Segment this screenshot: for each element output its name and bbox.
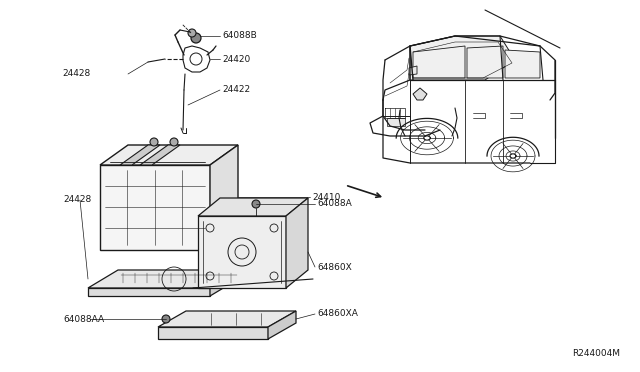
Text: 24410: 24410 [312,192,340,202]
Polygon shape [413,46,465,78]
Polygon shape [158,311,296,327]
Text: 24428: 24428 [62,70,90,78]
Text: 24420: 24420 [222,55,250,64]
Polygon shape [88,270,240,288]
Polygon shape [100,145,238,165]
Text: 64088B: 64088B [222,32,257,41]
Text: R244004M: R244004M [572,349,620,358]
Polygon shape [198,198,308,216]
Polygon shape [286,198,308,288]
Circle shape [252,200,260,208]
Polygon shape [158,327,268,339]
Polygon shape [410,36,515,80]
Text: 64860X: 64860X [317,263,352,272]
Polygon shape [88,288,210,296]
Polygon shape [210,270,240,296]
Polygon shape [505,50,540,78]
Polygon shape [409,66,417,75]
Circle shape [170,138,178,146]
Polygon shape [413,88,427,100]
Circle shape [162,315,170,323]
Circle shape [188,29,196,37]
Circle shape [191,33,201,43]
Text: 24422: 24422 [222,86,250,94]
Text: 64088A: 64088A [317,199,352,208]
Polygon shape [210,145,238,250]
Polygon shape [198,216,286,288]
Polygon shape [140,145,180,165]
Circle shape [150,138,158,146]
Text: 64088AA: 64088AA [63,314,104,324]
Polygon shape [100,165,210,250]
Text: 24428: 24428 [63,196,92,205]
Text: 64860XA: 64860XA [317,310,358,318]
Polygon shape [387,118,405,126]
Polygon shape [120,145,160,165]
Polygon shape [268,311,296,339]
Polygon shape [467,46,503,78]
